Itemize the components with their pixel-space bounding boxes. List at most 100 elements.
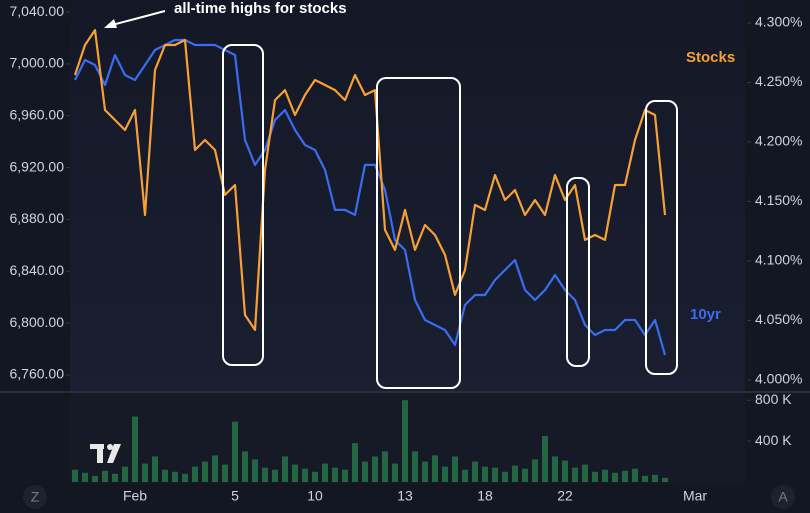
volume-bar [72,469,78,482]
highlight-boxes [222,44,678,389]
legend-label: 10yr [690,306,721,323]
y-tick-label: 4.200% [755,133,802,149]
volume-bar [602,469,608,482]
y-tick-label: 4.250% [755,73,802,89]
volume-bar [362,461,368,482]
volume-bar [462,469,468,482]
volume-bar [532,459,538,482]
x-tick-label: 18 [477,488,493,504]
price-pane [70,0,745,392]
volume-bar [142,463,148,482]
volume-bar [122,466,128,482]
volume-bar [432,455,438,482]
volume-bar [302,468,308,482]
volume-bar [182,473,188,482]
auto-button[interactable] [771,485,795,509]
y-tick-label: 6,800.00 [10,314,65,330]
volume-bar [312,471,318,482]
volume-bar [482,466,488,482]
volume-bar [322,463,328,482]
volume-bar [242,451,248,482]
volume-bar [442,466,448,482]
volume-bar [102,470,108,482]
y-tick-label: 7,000.00 [10,55,65,71]
y-tick-label: 4.150% [755,192,802,208]
volume-bar [332,467,338,482]
volume-bar [392,463,398,482]
volume-bar [232,421,238,482]
volume-bar [272,469,278,482]
volume-bar [632,468,638,482]
y-tick-label: 4.100% [755,252,802,268]
zoom-button-label[interactable]: Z [31,489,40,505]
x-tick-label: 10 [307,488,323,504]
volume-bar [642,475,648,482]
x-tick-label: 22 [557,488,573,504]
y-tick-label: 4.050% [755,311,802,327]
volume-bar [522,468,528,482]
volume-bar [222,464,228,482]
volume-bar [452,456,458,482]
zoom-button[interactable] [23,485,47,509]
volume-bar [612,472,618,482]
volume-bar [82,472,88,482]
volume-bar [492,467,498,482]
volume-bar [282,456,288,482]
y-tick-label: 7,040.00 [10,3,65,19]
y-tick-label: 6,880.00 [10,210,65,226]
volume-bar [152,456,158,482]
auto-button-label[interactable]: A [778,489,788,505]
y-tick-label: 6,840.00 [10,262,65,278]
volume-bar [572,467,578,482]
volume-bar [402,400,408,482]
volume-bar [262,467,268,482]
volume-bar [652,474,658,482]
volume-bar [202,461,208,482]
annotation-arrow [111,10,166,26]
volume-bar [592,471,598,482]
volume-bar [412,451,418,482]
volume-bar [172,471,178,482]
y-tick-label: 6,760.00 [10,366,65,382]
y-tick-label: 6,960.00 [10,106,65,122]
y-tick-label: 800 K [755,391,792,407]
volume-bar [622,470,628,482]
volume-bar [252,459,258,482]
x-tick-label: 13 [397,488,413,504]
highlight-box [645,100,678,375]
highlight-box [566,177,590,367]
volume-bar [512,465,518,482]
volume-bar [582,464,588,482]
x-tick-label: Feb [123,488,147,504]
volume-bar [372,456,378,482]
volume-bar [502,471,508,482]
highlight-box [376,77,461,389]
volume-bar [562,460,568,482]
volume-bar [192,466,198,482]
volume-bar [662,477,668,482]
volume-bar [92,475,98,482]
y-tick-label: 4.300% [755,14,802,30]
volume-bar [542,435,548,482]
y-tick-label: 4.000% [755,371,802,387]
volume-bar [162,469,168,482]
annotation-arrowhead [104,19,117,28]
x-tick-label: 5 [231,488,239,504]
volume-bar [352,443,358,482]
logo [90,444,121,463]
volume-bar [552,456,558,482]
volume-bar [132,416,138,482]
y-tick-label: 6,920.00 [10,158,65,174]
highlight-box [222,44,264,366]
annotation: all-time highs for stocks [174,0,347,17]
volume-bar [342,469,348,482]
volume-bar [112,473,118,482]
y-tick-label: 400 K [755,432,792,448]
legend-label: Stocks [686,49,735,66]
volume-bar [422,461,428,482]
volume-bar [382,451,388,482]
volume-bar [472,461,478,482]
x-tick-label: Mar [683,488,707,504]
volume-bar [292,464,298,482]
